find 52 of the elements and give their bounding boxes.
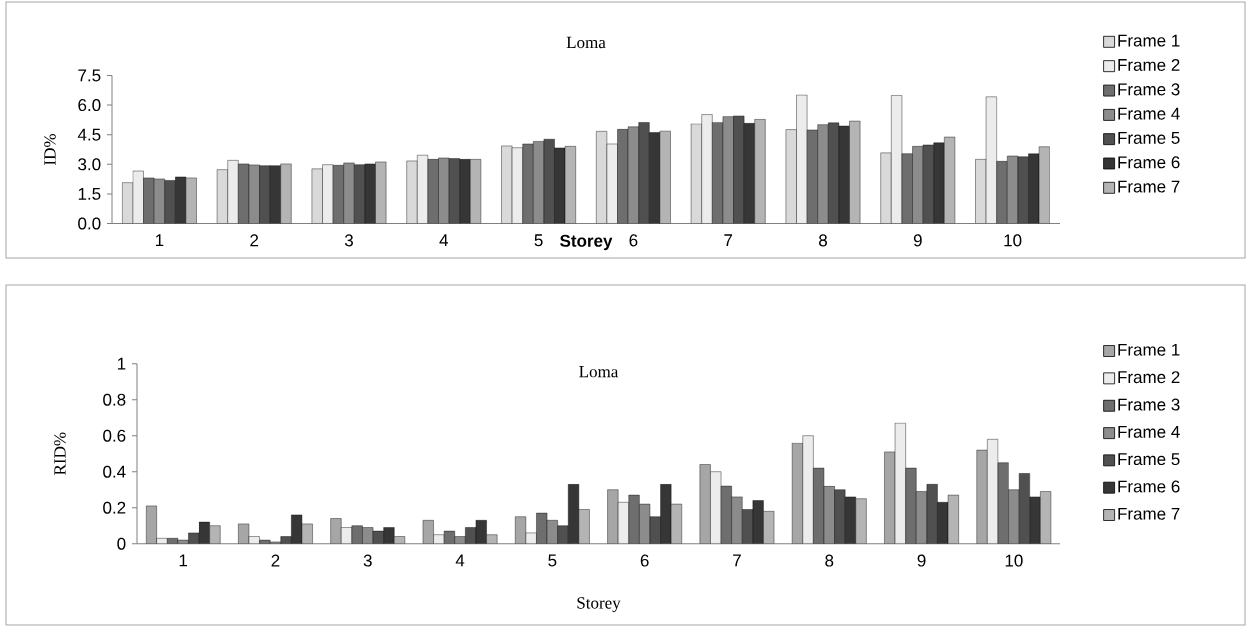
y-tick-label: 7.5 (78, 69, 101, 82)
legend-label: Frame 5 (1118, 453, 1180, 466)
legend-label: Frame 2 (1118, 371, 1180, 384)
legend-label: Frame 4 (1118, 425, 1180, 438)
chart-title: Loma (579, 366, 619, 378)
y-axis-title: ID% (44, 134, 56, 165)
x-tick-label: 1 (179, 554, 188, 567)
legend-label: Frame 1 (1118, 343, 1180, 356)
x-tick-label: 7 (724, 234, 733, 247)
y-tick-label: 1 (117, 357, 126, 370)
x-tick-label: 1 (155, 234, 164, 247)
y-tick-label: 0.4 (103, 465, 126, 478)
legend-label: Frame 6 (1118, 156, 1180, 169)
y-tick-label: 1.5 (78, 187, 101, 200)
legend-label: Frame 3 (1118, 398, 1180, 411)
legend-label: Frame 5 (1118, 132, 1180, 144)
x-tick-label: 6 (640, 554, 649, 567)
x-tick-label: 4 (439, 234, 449, 247)
y-tick-label: 0.6 (103, 429, 126, 442)
legend-label: Frame 7 (1118, 507, 1180, 520)
x-tick-label: 5 (534, 234, 543, 247)
x-tick-label: 7 (733, 554, 741, 567)
legend-label: Frame 6 (1118, 480, 1180, 493)
x-tick-label: 3 (344, 234, 353, 247)
x-tick-label: 6 (629, 234, 638, 247)
y-tick-label: 3.0 (78, 158, 101, 171)
legend-label: Frame 2 (1118, 58, 1180, 71)
legend-label: Frame 7 (1118, 180, 1180, 193)
x-tick-label: 10 (1005, 554, 1023, 567)
legend-label: Frame 3 (1118, 83, 1180, 96)
y-tick-label: 0.8 (103, 393, 126, 406)
x-tick-label: 9 (913, 234, 922, 247)
y-axis-title: RID% (54, 432, 66, 475)
y-tick-label: 0.2 (103, 501, 126, 514)
x-tick-label: 5 (548, 554, 557, 567)
x-tick-label: 3 (363, 554, 372, 567)
x-axis-title: Storey (577, 597, 621, 613)
y-tick-label: 0 (117, 537, 126, 550)
x-axis-title: Storey (560, 234, 613, 251)
x-tick-label: 8 (819, 234, 827, 247)
chart-title: Loma (566, 36, 606, 49)
x-tick-label: 2 (250, 234, 259, 247)
legend-label: Frame 4 (1118, 107, 1180, 120)
x-tick-label: 9 (917, 554, 926, 567)
y-tick-label: 4.5 (77, 128, 101, 141)
x-tick-label: 10 (1004, 234, 1022, 247)
x-tick-label: 4 (455, 554, 465, 567)
y-tick-label: 6.0 (78, 99, 101, 112)
x-tick-label: 8 (825, 554, 834, 567)
y-tick-label: 0.0 (78, 217, 101, 230)
x-tick-label: 2 (271, 554, 280, 567)
legend-label: Frame 1 (1118, 34, 1180, 47)
